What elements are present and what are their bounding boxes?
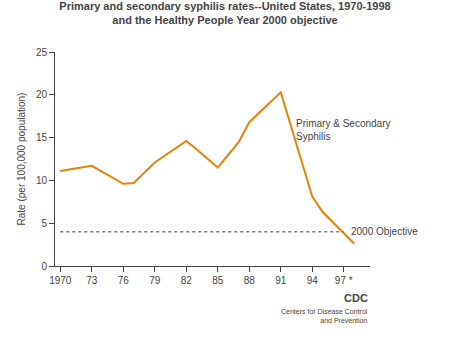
- svg-text:2000 Objective: 2000 Objective: [351, 226, 418, 237]
- svg-text:94: 94: [307, 275, 319, 286]
- svg-text:88: 88: [244, 275, 256, 286]
- svg-text:1970: 1970: [49, 275, 72, 286]
- svg-text:91: 91: [275, 275, 287, 286]
- svg-text:25: 25: [36, 47, 48, 58]
- svg-text:Centers for Disease Controland: Centers for Disease Controland Preventio…: [281, 308, 368, 324]
- svg-text:5: 5: [41, 218, 47, 229]
- svg-text:0: 0: [41, 261, 47, 272]
- svg-text:97 *: 97 *: [335, 275, 353, 286]
- svg-text:20: 20: [36, 89, 48, 100]
- svg-text:73: 73: [86, 275, 98, 286]
- svg-text:10: 10: [36, 175, 48, 186]
- svg-text:85: 85: [212, 275, 224, 286]
- svg-text:79: 79: [149, 275, 161, 286]
- svg-text:82: 82: [181, 275, 193, 286]
- svg-text:Rate (per 100,000 population): Rate (per 100,000 population): [16, 93, 27, 226]
- svg-text:CDC: CDC: [344, 292, 368, 304]
- svg-text:Primary & SecondarySyphilis: Primary & SecondarySyphilis: [296, 118, 390, 142]
- svg-text:76: 76: [118, 275, 130, 286]
- svg-text:Primary and secondary syphilis: Primary and secondary syphilis rates--Un…: [59, 0, 390, 26]
- svg-text:15: 15: [36, 132, 48, 143]
